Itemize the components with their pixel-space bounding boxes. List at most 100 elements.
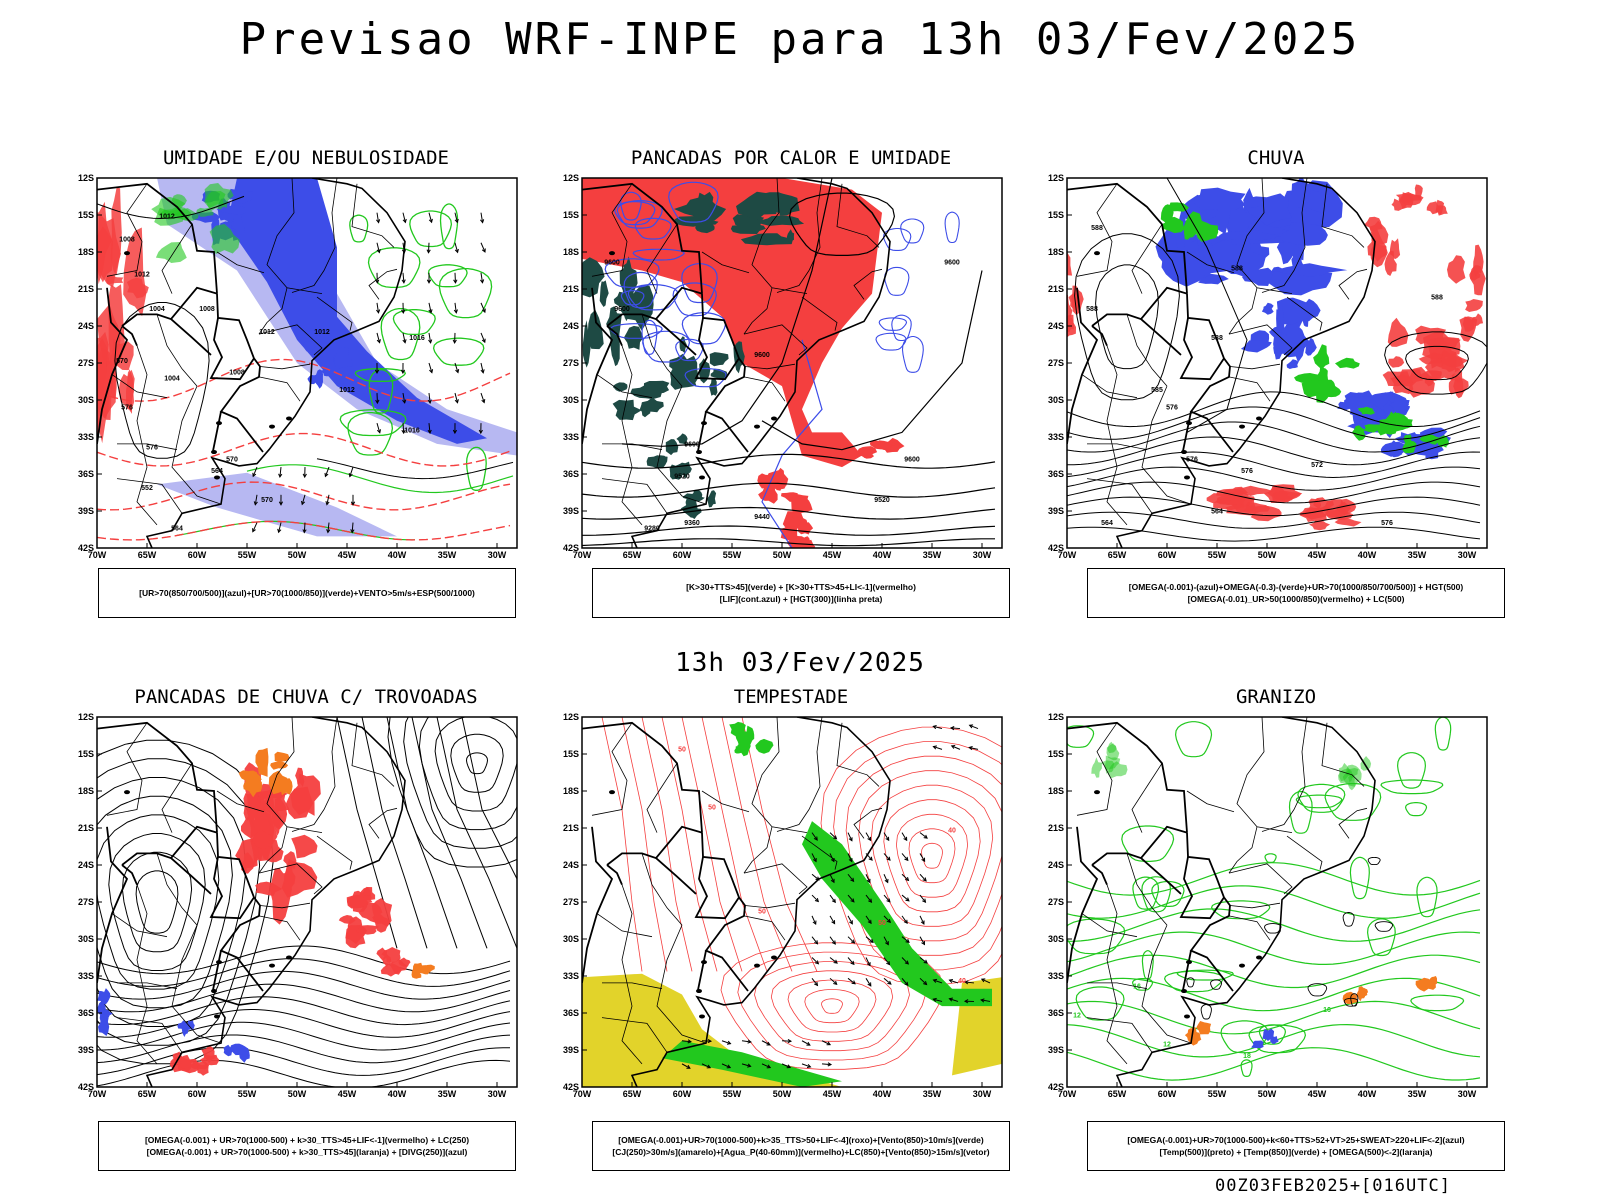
wind-arrow xyxy=(376,429,381,434)
state-border xyxy=(259,902,311,909)
map-granizo: 12 16 12 16 18 12S 15S 18S 21S 24S 27S 30S 33S 36S 39S… xyxy=(1048,712,1488,1099)
temp850-green-area xyxy=(1107,761,1128,779)
country-border xyxy=(1091,286,1188,327)
temp500-black-contour xyxy=(1264,923,1282,934)
wind-vector xyxy=(811,853,817,862)
wind-vector xyxy=(865,894,872,903)
temp850-green-contour xyxy=(1067,1000,1481,1035)
wind-vector xyxy=(969,746,979,750)
wind-vector xyxy=(903,836,908,842)
temp850-green-contour xyxy=(1349,856,1370,900)
country-border xyxy=(694,856,740,920)
country-border xyxy=(170,318,212,356)
lif-blue-contour xyxy=(668,181,719,223)
country-border xyxy=(212,950,222,991)
omega-green-area xyxy=(1160,204,1174,226)
temp500-black-contour xyxy=(1374,921,1394,932)
state-border xyxy=(216,790,265,813)
wind-vector xyxy=(806,1063,812,1068)
streamline xyxy=(450,733,504,793)
y-tick-label: 21S xyxy=(78,284,94,294)
omega-red-area xyxy=(1447,255,1466,284)
state-border xyxy=(258,287,288,335)
panel-title-trovoadas: PANCADAS DE CHUVA C/ TROVOADAS xyxy=(134,686,478,708)
wind-vector xyxy=(814,960,820,965)
y-tick-label: 30S xyxy=(78,934,94,944)
wind-arrow xyxy=(402,218,407,224)
x-tick-label: 45W xyxy=(338,1089,357,1099)
y-tick-label: 42S xyxy=(563,543,579,553)
contour-label: 588 xyxy=(1431,294,1443,301)
wind-vector xyxy=(829,915,836,924)
wind-green-area xyxy=(755,738,774,754)
plot-area: 50 50 50 40 40 50 xyxy=(582,717,1002,1087)
state-border xyxy=(1321,183,1365,248)
wind-vector xyxy=(885,941,889,946)
lake xyxy=(1186,960,1192,965)
streamline xyxy=(97,758,261,1046)
humidity-green-area xyxy=(173,208,199,222)
x-tick-label: 60W xyxy=(673,550,692,560)
k-tts-green-area xyxy=(606,306,622,341)
omega-green-area xyxy=(1419,434,1444,445)
x-tick-label: 65W xyxy=(1108,1089,1127,1099)
state-border xyxy=(591,722,633,816)
storm-red-area xyxy=(252,830,273,849)
omega-green-area xyxy=(1352,425,1366,441)
wind-vector xyxy=(933,998,943,1002)
contour-label: 40 xyxy=(948,828,956,835)
wind-vector xyxy=(811,957,819,965)
y-tick-label: 18S xyxy=(78,247,94,257)
y-tick-label: 42S xyxy=(1048,1082,1064,1092)
wind-vector xyxy=(869,938,874,943)
pw-red-contour xyxy=(858,770,1002,942)
state-border xyxy=(743,826,773,874)
wind-vector xyxy=(964,981,975,984)
wind-arrow xyxy=(427,399,432,405)
wind-vector xyxy=(829,977,838,985)
wind-arrow xyxy=(454,392,458,403)
omega-red-area xyxy=(1049,254,1065,281)
omega-red-area xyxy=(1309,520,1331,531)
lake xyxy=(269,424,275,429)
humidity-blue-area xyxy=(216,205,246,216)
x-tick-label: 30W xyxy=(1458,1089,1477,1099)
country-border xyxy=(582,721,703,833)
omega-green-area xyxy=(1403,434,1412,446)
country-border xyxy=(1140,857,1182,895)
wind-vector xyxy=(919,936,925,945)
wind-arrow xyxy=(452,429,458,435)
y-tick-label: 12S xyxy=(78,173,94,183)
omega-blue-area xyxy=(1261,302,1274,315)
wind-vector xyxy=(950,727,961,730)
contour-label: 552 xyxy=(141,485,153,492)
wind-vector xyxy=(884,878,889,884)
k-tts-green-area xyxy=(582,320,591,368)
wind-vector xyxy=(883,977,892,985)
lake xyxy=(771,416,777,421)
lif-blue-contour xyxy=(901,335,924,373)
wind-arrow xyxy=(348,473,353,478)
temp500-black-contour xyxy=(1307,983,1328,997)
temp850-green-contour xyxy=(1410,994,1465,1012)
wind-vector xyxy=(980,978,986,983)
wind-vector xyxy=(901,894,910,902)
wind-vector xyxy=(811,832,818,841)
wind-vector xyxy=(883,915,891,923)
wind-vector xyxy=(827,1062,833,1067)
wind-vector xyxy=(949,998,959,1002)
lake xyxy=(286,955,292,960)
state-border xyxy=(1228,826,1258,874)
contour-label: 50 xyxy=(878,920,886,927)
hgt-contour xyxy=(582,525,996,536)
state-border xyxy=(156,314,198,387)
divergence-blue-area xyxy=(99,988,111,1005)
y-tick-label: 18S xyxy=(563,786,579,796)
k-tts-green-area xyxy=(695,223,715,234)
contour-label: 40 xyxy=(958,978,966,985)
streamline xyxy=(97,1047,511,1076)
temp500-black-contour xyxy=(1200,1004,1212,1020)
x-tick-label: 70W xyxy=(88,1089,107,1099)
wind-arrow xyxy=(324,472,329,478)
